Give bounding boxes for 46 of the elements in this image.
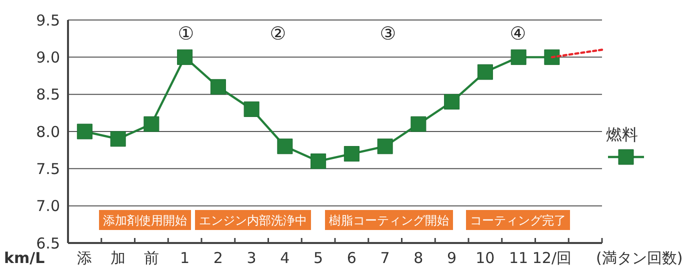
y-tick-label: 8.0 (36, 122, 60, 141)
x-tick-label: 1 (180, 249, 190, 267)
x-tick-label: 8 (414, 249, 424, 267)
point (76, 124, 92, 140)
y-tick-label: 9.0 (36, 48, 60, 66)
annotation: エンジン内部洗浄中 (199, 213, 307, 228)
x-tick-label: 7 (380, 249, 390, 267)
x-tick-label: 5 (314, 249, 324, 267)
annotation: ② (270, 23, 286, 44)
x-tick-label: 9 (447, 249, 457, 267)
point (244, 101, 260, 117)
point (310, 153, 326, 169)
annotation: 添加剤使用開始 (103, 213, 187, 228)
text: 燃料 (606, 125, 638, 144)
x-tick-label: 6 (346, 249, 356, 267)
x-tick-label: 12/回 (532, 249, 572, 267)
x-tick-label: 加 (110, 249, 126, 267)
x-tick-label: 11 (509, 249, 528, 267)
point (210, 79, 226, 95)
annotation: ④ (510, 23, 526, 44)
point (110, 131, 126, 147)
y-tick-label: 9.5 (36, 11, 60, 30)
annotation: 樹脂コーティング開始 (329, 213, 449, 228)
x-tick-label: 前 (144, 249, 159, 267)
point (444, 94, 460, 110)
point (177, 49, 193, 65)
y-tick-label: 7.0 (36, 197, 60, 216)
x-axis-title: (満タン回数) (596, 249, 683, 267)
point (510, 49, 526, 65)
x-tick-label: 添 (77, 249, 92, 267)
x-tick-label: 3 (246, 249, 256, 267)
point (144, 116, 160, 132)
x-tick-label: 10 (476, 249, 495, 267)
point (344, 146, 360, 162)
x-tick-label: 4 (280, 249, 290, 267)
point (544, 49, 560, 65)
y-tick-label: 7.5 (36, 160, 60, 178)
point (477, 64, 493, 80)
annotation: ③ (380, 23, 396, 44)
x-tick-label: 2 (213, 249, 223, 267)
point (410, 116, 426, 132)
annotation: ① (178, 23, 194, 44)
point (277, 138, 293, 154)
point (377, 138, 393, 154)
annotation: コーティング完了 (470, 213, 566, 228)
y-tick-label: 8.5 (36, 86, 60, 104)
